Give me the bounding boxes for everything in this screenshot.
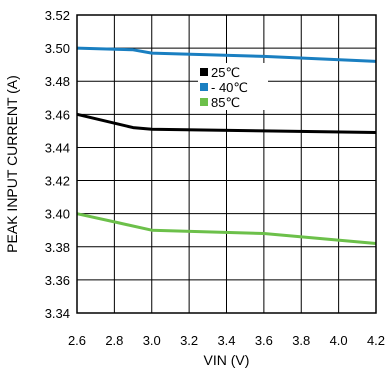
legend: 25℃- 40℃85℃ (198, 63, 268, 110)
legend-background (198, 63, 268, 110)
x-tick-label: 3.2 (180, 333, 198, 348)
x-axis-label: VIN (V) (204, 352, 250, 368)
legend-label-3: 85℃ (211, 95, 240, 110)
series-lines (76, 46, 377, 245)
y-tick-labels: 3.34 3.36 3.38 3.40 3.42 3.44 3.46 3.48 3.50 3.52 (45, 8, 70, 321)
legend-swatch-1 (200, 68, 208, 76)
x-tick-label: 3.0 (143, 333, 161, 348)
series-line-2 (76, 46, 377, 63)
y-tick-label: 3.36 (45, 273, 70, 288)
series-line-1 (76, 112, 377, 134)
plot-frame (76, 14, 377, 314)
legend-swatch-2 (200, 83, 208, 91)
legend-swatch-3 (200, 98, 208, 106)
x-tick-label: 4.2 (367, 333, 385, 348)
y-tick-label: 3.38 (45, 240, 70, 255)
y-tick-label: 3.34 (45, 306, 70, 321)
y-tick-label: 3.42 (45, 174, 70, 189)
y-tick-label: 3.46 (45, 107, 70, 122)
x-tick-label: 4.0 (330, 333, 348, 348)
x-tick-labels: 2.6 2.8 3.0 3.2 3.4 3.6 3.8 4.0 4.2 (68, 333, 385, 348)
y-tick-label: 3.52 (45, 8, 70, 23)
y-tick-label: 3.40 (45, 207, 70, 222)
x-tick-label: 3.6 (255, 333, 273, 348)
legend-label-1: 25℃ (211, 65, 240, 80)
y-tick-label: 3.48 (45, 74, 70, 89)
y-tick-label: 3.50 (45, 41, 70, 56)
legend-label-2: - 40℃ (211, 80, 248, 95)
x-tick-label: 3.8 (292, 333, 310, 348)
y-axis-label: PEAK INPUT CURRENT (A) (4, 75, 20, 253)
y-tick-label: 3.44 (45, 140, 70, 155)
x-tick-label: 2.6 (68, 333, 86, 348)
x-tick-label: 3.4 (217, 333, 235, 348)
series-line-3 (76, 212, 377, 245)
x-tick-label: 2.8 (105, 333, 123, 348)
